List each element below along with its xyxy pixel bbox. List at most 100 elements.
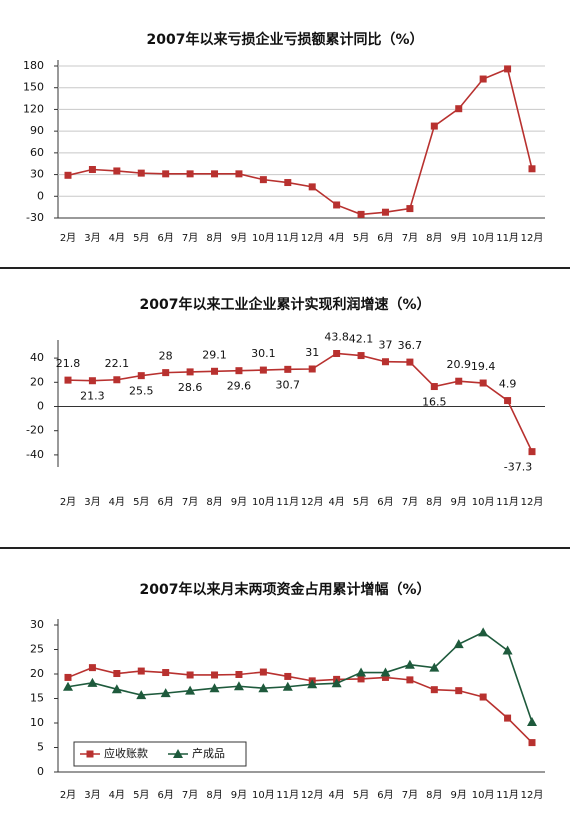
x-tick-label: 12月 <box>301 232 324 244</box>
x-tick-label: 9月 <box>231 789 247 801</box>
chart-title: 2007年以来月末两项资金占用累计增幅（%） <box>140 581 431 598</box>
marker <box>259 176 267 184</box>
x-tick-label: 4月 <box>328 496 344 508</box>
marker <box>381 208 389 216</box>
y-tick-label: 150 <box>23 81 44 94</box>
marker <box>211 671 219 679</box>
x-tick-label: 8月 <box>426 496 442 508</box>
marker <box>186 671 194 679</box>
series-line <box>67 352 533 452</box>
x-tick-label: 9月 <box>451 232 467 244</box>
marker <box>356 667 367 677</box>
x-tick-label: 4月 <box>109 789 125 801</box>
x-tick-label: 12月 <box>521 789 544 801</box>
marker <box>331 678 342 688</box>
marker <box>185 685 196 695</box>
x-tick-label: 3月 <box>84 789 100 801</box>
x-tick-label: 6月 <box>157 789 173 801</box>
data-label: 36.7 <box>398 339 423 352</box>
marker <box>479 693 487 701</box>
x-tick-label: 5月 <box>133 496 149 508</box>
x-tick-label: 5月 <box>353 789 369 801</box>
marker <box>406 205 414 213</box>
x-tick-label: 9月 <box>231 496 247 508</box>
x-tick-label: 12月 <box>521 232 544 244</box>
x-tick-label: 5月 <box>353 496 369 508</box>
data-label: 19.4 <box>471 360 496 373</box>
x-tick-label: 10月 <box>252 232 275 244</box>
data-label: 21.8 <box>56 357 81 370</box>
x-tick-label: 9月 <box>231 232 247 244</box>
marker <box>160 688 171 698</box>
marker <box>162 170 170 178</box>
marker <box>111 684 122 694</box>
marker <box>455 687 463 695</box>
y-tick-label: 30 <box>30 168 44 181</box>
x-tick-label: 7月 <box>182 232 198 244</box>
marker <box>404 659 415 669</box>
data-label: 43.8 <box>324 331 349 344</box>
y-tick-label: 10 <box>30 716 44 729</box>
marker <box>308 183 316 191</box>
x-tick-label: 10月 <box>252 789 275 801</box>
data-label: 28.6 <box>178 381 203 394</box>
marker <box>430 686 438 694</box>
marker <box>233 681 244 691</box>
data-label: 37 <box>378 339 392 352</box>
x-tick-label: 8月 <box>426 789 442 801</box>
marker <box>307 679 318 689</box>
chart-title: 2007年以来工业企业累计实现利润增速（%） <box>140 296 431 313</box>
marker <box>528 739 536 747</box>
marker <box>209 683 220 693</box>
y-tick-label: 120 <box>23 102 44 115</box>
marker <box>113 167 121 175</box>
legend-label: 产成品 <box>192 746 225 760</box>
marker <box>258 683 269 693</box>
data-label: 30.7 <box>276 378 301 391</box>
marker <box>88 377 96 385</box>
x-tick-label: 8月 <box>206 232 222 244</box>
data-label: 4.9 <box>499 378 517 391</box>
x-tick-label: 7月 <box>402 789 418 801</box>
marker <box>381 358 389 366</box>
data-label: 29.6 <box>227 380 252 393</box>
marker <box>308 365 316 373</box>
marker <box>162 369 170 377</box>
marker <box>162 669 170 677</box>
marker <box>88 166 96 174</box>
marker <box>333 350 341 358</box>
legend-label: 应收账款 <box>104 746 148 760</box>
marker <box>333 201 341 209</box>
marker <box>502 645 513 655</box>
y-tick-label: -40 <box>26 448 44 461</box>
marker <box>455 377 463 385</box>
data-label: 25.5 <box>129 385 154 398</box>
marker <box>235 670 243 678</box>
marker <box>113 670 121 678</box>
y-tick-label: -30 <box>26 211 44 224</box>
y-tick-label: 20 <box>30 375 44 388</box>
marker <box>406 676 414 684</box>
data-label: 20.9 <box>446 358 471 371</box>
marker <box>113 376 121 384</box>
x-tick-label: 2月 <box>60 232 76 244</box>
x-tick-label: 11月 <box>276 232 299 244</box>
marker <box>504 714 512 722</box>
marker <box>259 366 267 374</box>
x-tick-label: 9月 <box>451 496 467 508</box>
x-tick-label: 10月 <box>472 789 495 801</box>
legend-box <box>73 741 247 767</box>
data-label: 28 <box>159 350 173 363</box>
marker <box>284 672 292 680</box>
marker <box>235 367 243 375</box>
marker <box>528 448 536 456</box>
marker <box>186 368 194 376</box>
y-tick-label: 0 <box>37 765 44 778</box>
marker <box>282 681 293 691</box>
data-label: 30.1 <box>251 347 276 360</box>
y-tick-label: 20 <box>30 667 44 680</box>
x-tick-label: 5月 <box>133 789 149 801</box>
marker <box>259 668 267 676</box>
marker <box>235 170 243 178</box>
